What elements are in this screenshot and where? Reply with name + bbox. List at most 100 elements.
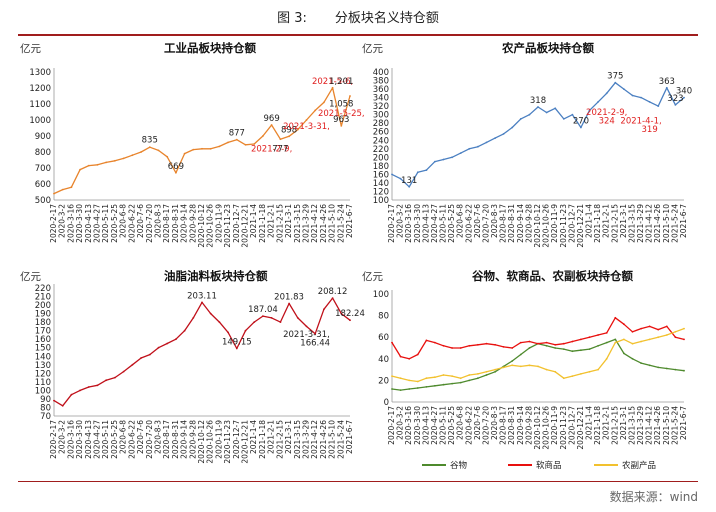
oil-data-point [157, 346, 160, 349]
oil-chart-title: 油脂油料板块持仓额 [164, 269, 268, 283]
agri-annotation: 319 [642, 125, 658, 135]
industrial-x-tick-label: 2020-4-27 [93, 204, 102, 243]
grain-soft-data-point [631, 342, 634, 345]
industrial-x-tick-label: 2021-4-12 [310, 204, 319, 243]
grain-soft-series-line-农副产品 [391, 327, 685, 383]
agri-x-tick-label: 2020-3-30 [413, 204, 422, 243]
agri-data-point [434, 160, 436, 163]
agri-x-tick-label: 2020-4-13 [421, 204, 430, 243]
industrial-annotation: 669 [168, 162, 184, 172]
agri-data-point [631, 94, 634, 97]
agri-x-tick-label: 2021-4-26 [653, 204, 662, 243]
oil-x-tick-label: 2021-6-7 [345, 420, 354, 454]
oil-x-tick-label: 2020-11-9 [214, 420, 223, 459]
agri-x-tick-label: 2020-6-22 [464, 204, 473, 243]
grain-soft-data-point [399, 355, 402, 358]
agri-x-tick-label: 2020-5-11 [439, 204, 448, 243]
agri-data-point [537, 106, 539, 108]
grain-soft-x-tick-label: 2021-5-10 [662, 406, 671, 445]
oil-annotation: 182.24 [335, 309, 365, 319]
oil-x-tick-label: 2020-9-14 [180, 420, 189, 459]
grain-soft-data-point [519, 353, 522, 356]
agri-data-point [580, 126, 582, 129]
oil-y-tick-label: 160 [35, 335, 51, 345]
industrial-data-point [175, 171, 177, 174]
grain-soft-data-point [477, 343, 479, 346]
agri-y-tick-label: 320 [373, 102, 389, 112]
oil-x-tick-label: 2021-1-4 [249, 420, 258, 454]
grain-soft-data-point [416, 387, 419, 389]
grain-soft-x-tick-label: 2021-6-7 [679, 406, 688, 440]
grain-soft-data-point [640, 327, 642, 330]
grain-soft-data-point [597, 368, 599, 371]
oil-data-point [131, 363, 134, 366]
agri-x-tick-label: 2021-3-29 [636, 204, 645, 243]
grain-soft-data-point [511, 347, 514, 349]
grain-soft-data-point [477, 377, 479, 380]
oil-data-point [323, 308, 325, 311]
industrial-y-axis-label: 亿元 [20, 42, 41, 55]
agri-y-tick-label: 200 [373, 153, 389, 163]
grain-soft-data-point [657, 336, 660, 339]
agri-data-point [545, 111, 548, 114]
industrial-x-tick-label: 2021-5-24 [336, 204, 345, 243]
agri-y-tick-label: 160 [373, 170, 389, 180]
industrial-annotation: 877 [229, 129, 245, 139]
grain-soft-x-tick-label: 2020-11-9 [550, 406, 559, 445]
grain-soft-data-point [614, 338, 617, 341]
oil-x-tick-label: 2020-12-21 [241, 420, 250, 464]
grain-soft-data-point [502, 346, 505, 348]
oil-data-point [227, 331, 230, 334]
agri-x-tick-label: 2021-2-1 [602, 204, 611, 238]
oil-data-point [340, 312, 343, 315]
agri-x-tick-label: 2020-4-27 [430, 204, 439, 243]
industrial-data-point [87, 164, 90, 167]
grain-soft-x-tick-label: 2020-5-11 [439, 406, 448, 445]
agri-data-point [502, 133, 505, 135]
industrial-data-point [70, 186, 73, 189]
industrial-data-point [166, 155, 169, 158]
industrial-x-tick-label: 2020-6-22 [127, 204, 136, 243]
industrial-data-point [192, 148, 195, 151]
agri-x-tick-label: 2021-1-4 [585, 204, 594, 238]
industrial-data-point [148, 146, 151, 149]
industrial-x-tick-label: 2021-3-29 [301, 204, 310, 243]
industrial-data-point [183, 152, 186, 155]
grain-soft-x-tick-label: 2020-3-2 [396, 406, 405, 440]
oil-x-tick-label: 2021-5-24 [336, 420, 345, 459]
oil-data-point [79, 389, 81, 392]
oil-data-point [262, 315, 264, 317]
agri-annotation: 131 [401, 176, 417, 186]
agri-x-tick-label: 2020-3-16 [404, 204, 413, 243]
industrial-y-tick-label: 800 [35, 148, 51, 158]
grain-soft-data-point [648, 338, 651, 341]
agri-x-tick-label: 2020-9-28 [524, 204, 533, 243]
agri-data-point [640, 96, 642, 99]
agri-data-point [459, 152, 462, 154]
grain-soft-data-point [442, 383, 445, 386]
bottom-rule [18, 481, 698, 482]
industrial-chart-title: 工业品板块持仓额 [164, 41, 256, 55]
industrial-y-tick-label: 1000 [29, 116, 51, 126]
agri-x-tick-label: 2021-5-24 [670, 204, 679, 243]
grain-soft-data-point [605, 332, 608, 334]
agri-chart-title: 农产品板块持仓额 [501, 41, 594, 55]
grain-soft-data-point [408, 379, 411, 382]
oil-x-tick-label: 2020-7-20 [145, 420, 154, 459]
grain-soft-data-point [416, 353, 419, 356]
agri-data-point [605, 92, 608, 95]
industrial-x-tick-label: 2020-4-13 [84, 204, 93, 243]
grain-soft-data-point [597, 334, 599, 336]
agri-y-tick-label: 380 [373, 77, 389, 87]
oil-y-tick-label: 140 [35, 352, 51, 362]
oil-data-point [140, 357, 142, 359]
figure-title: 图 3: 分板块名义持仓额 [0, 7, 716, 26]
agri-annotation: 340 [676, 87, 692, 97]
agri-annotation: 2021-4-1, [620, 116, 661, 126]
grain-soft-data-point [554, 343, 557, 346]
industrial-data-point [262, 135, 264, 137]
agri-data-point [391, 173, 393, 176]
grain-soft-x-tick-label: 2020-4-27 [430, 406, 439, 445]
oil-data-point [270, 317, 273, 319]
industrial-annotation: 835 [142, 135, 158, 145]
